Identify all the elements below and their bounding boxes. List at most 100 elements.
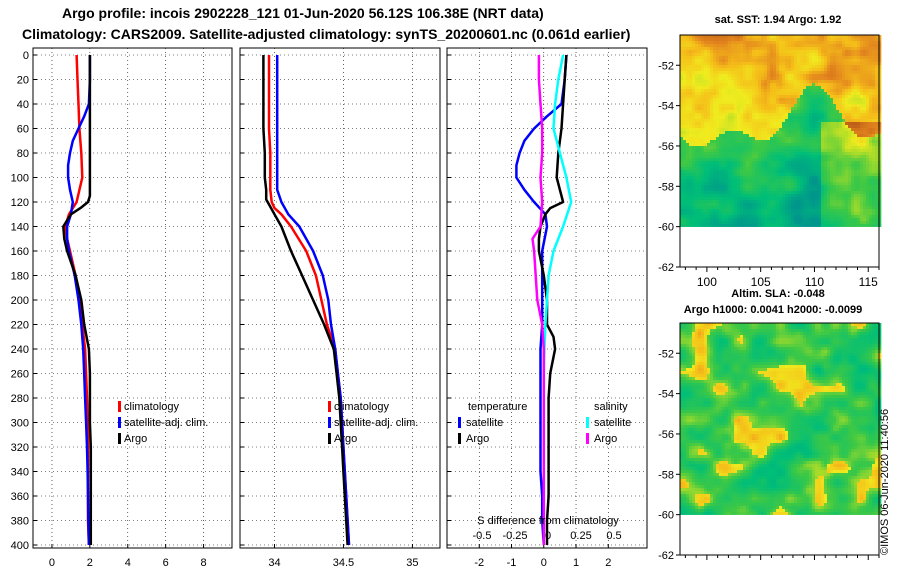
legend-label: Argo bbox=[124, 433, 147, 445]
x-tick-label: 34.5 bbox=[333, 557, 354, 569]
x-tick-label: 0 bbox=[541, 557, 547, 569]
legend: climatology satellite-adj. clim. Argo bbox=[118, 401, 208, 445]
y-tick-label: 240 bbox=[11, 344, 29, 356]
legend-label: satellite bbox=[594, 417, 631, 429]
y-tick-label: 100 bbox=[11, 173, 29, 185]
secondary-tick-label: 0.25 bbox=[570, 530, 591, 542]
sst-map-title: sat. SST: 1.94 Argo: 1.92 bbox=[715, 14, 842, 26]
y-tick-label: 120 bbox=[11, 197, 29, 209]
map-y-tick-label: -58 bbox=[658, 181, 674, 193]
legend-swatch bbox=[328, 401, 331, 412]
legend-label: Argo bbox=[594, 433, 617, 445]
y-tick-label: 200 bbox=[11, 295, 29, 307]
x-tick-label: 1 bbox=[573, 557, 579, 569]
y-tick-label: 20 bbox=[17, 75, 29, 87]
map-y-tick-label: -60 bbox=[658, 222, 674, 234]
x-tick-label: 4 bbox=[125, 557, 131, 569]
x-tick-label: 34 bbox=[268, 557, 280, 569]
profile-panel-temperature-profile: 0204060801001201401601802002202402602803… bbox=[11, 47, 233, 569]
series-line-satellite-adj-clim- bbox=[275, 55, 351, 546]
map-y-tick-label: -56 bbox=[658, 429, 674, 441]
legend-swatch bbox=[328, 433, 331, 444]
x-tick-label: -2 bbox=[474, 557, 484, 569]
y-tick-label: 0 bbox=[23, 50, 29, 62]
map-y-tick-label: -60 bbox=[658, 510, 674, 522]
legend-swatch bbox=[328, 417, 331, 428]
map-y-tick-label: -56 bbox=[658, 141, 674, 153]
profile-panel-salinity-profile: 34 34.5 35 climatology satellite-adj. clim. A… bbox=[239, 47, 441, 569]
map-x-tick-label: 105 bbox=[751, 275, 771, 289]
legend-label: climatology bbox=[334, 401, 390, 413]
x-tick-label: 6 bbox=[163, 557, 169, 569]
series-line-satellite-adj-clim- bbox=[65, 55, 92, 546]
panel-frame bbox=[239, 47, 441, 549]
panel-frame bbox=[32, 47, 233, 549]
map-x-tick-label: 115 bbox=[859, 275, 878, 289]
profile-panel-difference-profile: -2 -1 0 1 2 temperature satellite Argo salinity s… bbox=[446, 47, 648, 569]
legend-swatch bbox=[458, 417, 461, 428]
x-tick-label: 2 bbox=[87, 557, 93, 569]
x-tick-label: 35 bbox=[406, 557, 418, 569]
map-frame bbox=[679, 34, 880, 268]
chart-title-line1: Argo profile: incois 2902228_121 01-Jun-… bbox=[62, 5, 544, 21]
map-y-tick-label: -58 bbox=[658, 469, 674, 481]
map-y-tick-label: -52 bbox=[658, 348, 674, 360]
secondary-axis-title: S difference from climatology bbox=[477, 515, 619, 527]
legend-label: satellite bbox=[466, 417, 503, 429]
map-sla-map: -52 -54 -56 -58 -60 -62 bbox=[658, 322, 882, 562]
map-y-tick-label: -62 bbox=[658, 550, 674, 562]
legend-label: satellite-adj. clim. bbox=[334, 417, 418, 429]
y-tick-label: 40 bbox=[17, 99, 29, 111]
map-y-tick-label: -54 bbox=[658, 389, 674, 401]
map-sst-map: -52 -54 -56 -58 -60 -62 100 105 110 115 bbox=[658, 34, 882, 289]
y-tick-label: 300 bbox=[11, 418, 29, 430]
series-line-salinity-argo bbox=[531, 55, 546, 545]
legend-swatch bbox=[118, 417, 121, 428]
y-tick-label: 140 bbox=[11, 222, 29, 234]
heatmap-cells bbox=[680, 323, 882, 515]
series-line-argo bbox=[262, 55, 349, 546]
x-tick-label: 8 bbox=[201, 557, 207, 569]
chart-title-line2: Climatology: CARS2009. Satellite-adjuste… bbox=[22, 26, 631, 42]
secondary-tick-label: -0.5 bbox=[473, 530, 492, 542]
y-tick-label: 80 bbox=[17, 148, 29, 160]
series-line-temperature-argo bbox=[537, 54, 568, 545]
legend: temperature satellite Argo salinity satellit… bbox=[458, 401, 631, 445]
legend-swatch bbox=[458, 433, 461, 444]
legend: climatology satellite-adj. clim. Argo bbox=[328, 401, 418, 445]
x-tick-label: 0 bbox=[49, 557, 55, 569]
secondary-tick-label: 0.5 bbox=[606, 530, 621, 542]
map-frame bbox=[679, 322, 880, 556]
heatmap-cells bbox=[680, 35, 882, 227]
map-y-tick-label: -62 bbox=[658, 262, 674, 274]
map-x-tick-label: 100 bbox=[697, 275, 717, 289]
legend-swatch bbox=[118, 433, 121, 444]
y-tick-label: 160 bbox=[11, 246, 29, 258]
y-tick-label: 380 bbox=[11, 516, 29, 528]
sla-map-subtitle: Argo h1000: 0.0041 h2000: -0.0099 bbox=[684, 304, 863, 316]
y-tick-label: 340 bbox=[11, 467, 29, 479]
y-tick-label: 180 bbox=[11, 271, 29, 283]
legend-group-title: temperature bbox=[468, 401, 527, 413]
map-y-tick-label: -54 bbox=[658, 101, 674, 113]
legend-label: climatology bbox=[124, 401, 180, 413]
y-tick-label: 320 bbox=[11, 442, 29, 454]
legend-swatch bbox=[586, 433, 589, 444]
map-x-tick-label: 110 bbox=[805, 275, 824, 289]
sla-map-title: Altim. SLA: -0.048 bbox=[731, 288, 825, 300]
y-tick-label: 360 bbox=[11, 491, 29, 503]
map-y-tick-label: -52 bbox=[658, 60, 674, 72]
legend-label: Argo bbox=[334, 433, 357, 445]
y-tick-label: 220 bbox=[11, 320, 29, 332]
legend-label: Argo bbox=[466, 433, 489, 445]
watermark: ©IMOS 06-Jun-2020 11:40:56 bbox=[879, 409, 891, 555]
secondary-tick-label: 0 bbox=[545, 530, 551, 542]
y-tick-label: 260 bbox=[11, 369, 29, 381]
x-tick-label: -1 bbox=[507, 557, 517, 569]
legend-group-title: salinity bbox=[594, 401, 628, 413]
y-tick-label: 60 bbox=[17, 124, 29, 136]
series-line-argo bbox=[62, 55, 93, 545]
legend-label: satellite-adj. clim. bbox=[124, 417, 208, 429]
secondary-tick-label: -0.25 bbox=[502, 530, 527, 542]
